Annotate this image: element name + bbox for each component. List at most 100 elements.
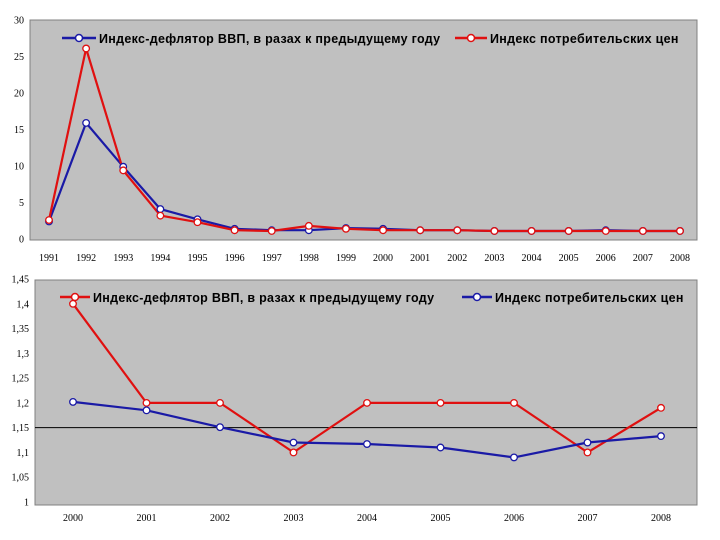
data-point-series-2 [490,227,499,235]
data-point-series-2 [304,221,313,230]
data-point-series-2 [363,440,371,448]
x-tick-label: 2008 [651,513,671,524]
x-axis-top: 1991 1992 1993 1994 1995 1996 1997 1998 1999 2000… [39,253,690,264]
x-tick-label: 1995 [187,253,207,264]
x-tick-label: 2004 [357,513,377,524]
data-point-series-2 [564,227,573,235]
x-tick-label: 2008 [670,253,690,264]
x-tick-label: 2001 [410,253,430,264]
data-point-series-1 [156,205,165,214]
y-tick-label: 0 [19,235,24,246]
data-point-series-2 [82,44,91,53]
x-tick-label: 1998 [299,253,319,264]
legend-top: Индекс-дефлятор ВВП, в разах к предыдуще… [62,32,679,46]
y-tick-label: 10 [14,162,24,173]
data-point-series-2 [601,227,610,235]
legend-item-bottom-2: Индекс потребительских цен [462,291,684,305]
y-tick-label: 1,45 [12,275,30,286]
x-tick-label: 2006 [504,513,524,524]
series-group-bottom [69,299,665,462]
data-point-series-1 [583,448,592,457]
x-tick-label: 1999 [336,253,356,264]
data-point-series-2 [676,227,684,235]
data-point-series-1 [363,398,371,407]
legend-item-bottom-1: Индекс-дефлятор ВВП, в разах к предыдуще… [60,291,434,305]
x-tick-label: 1994 [150,253,170,264]
data-point-series-2 [230,226,239,235]
data-point-series-2 [416,226,425,235]
data-point-series-2 [638,227,647,235]
x-tick-label: 2000 [373,253,393,264]
data-point-series-1 [657,403,665,412]
data-point-series-1 [216,398,224,407]
data-point-series-2 [216,423,224,432]
legend-label-bottom-2: Индекс потребительских цен [495,291,684,305]
y-tick-label: 15 [14,125,24,136]
legend-item-top-2: Индекс потребительских цен [455,32,679,46]
legend-label-top-2: Индекс потребительских цен [490,32,679,46]
y-tick-label: 1 [24,498,29,509]
x-tick-label: 2007 [578,513,598,524]
data-point-series-1 [69,299,77,308]
data-point-series-2 [45,216,53,224]
data-point-series-1 [142,398,151,407]
y-tick-label: 1,2 [17,398,30,409]
data-point-series-2 [267,227,276,235]
y-tick-label: 30 [14,16,24,27]
data-point-series-2 [341,224,350,233]
x-tick-label: 1996 [225,253,245,264]
y-tick-label: 1,4 [17,299,30,310]
data-point-series-1 [436,398,445,407]
y-tick-label: 20 [14,89,24,100]
x-axis-bottom: 2000 2001 2002 2003 2004 2005 2006 2007 2008 [63,513,671,524]
plot-area-top [29,19,698,241]
legend-label-bottom-1: Индекс-дефлятор ВВП, в разах к предыдуще… [93,291,434,305]
y-tick-label: 1,3 [17,349,30,360]
series-line-2 [47,47,680,233]
data-point-series-2 [657,432,665,441]
y-tick-label: 25 [14,52,24,63]
y-tick-label: 1,05 [12,473,30,484]
data-point-series-2 [156,211,165,220]
plot-area-bottom [34,279,698,506]
x-tick-label: 2001 [137,513,157,524]
data-point-series-2 [119,166,128,175]
x-tick-label: 1997 [262,253,282,264]
data-point-series-2 [527,227,536,235]
y-tick-label: 1,1 [17,448,30,459]
data-point-series-2 [69,397,77,406]
data-point-series-2 [583,438,592,447]
data-point-series-2 [379,226,388,235]
data-point-series-2 [193,218,202,227]
x-tick-label: 2003 [484,253,504,264]
x-tick-label: 2007 [633,253,653,264]
data-point-series-2 [510,453,518,462]
legend-marker-bottom-2 [472,292,482,302]
data-point-series-2 [453,226,462,235]
series-group-top [45,44,684,235]
x-tick-label: 2006 [596,253,616,264]
y-tick-label: 1,25 [12,374,30,385]
data-point-series-1 [289,448,298,457]
x-tick-label: 1992 [76,253,96,264]
legend-marker-top-1 [74,33,84,43]
chart-bottom: 11,051,11,151,21,251,31,351,41,45 2000 20… [12,275,698,524]
x-tick-label: 2002 [447,253,467,264]
x-tick-label: 2003 [284,513,304,524]
y-tick-label: 1,35 [12,324,30,335]
legend-label-top-1: Индекс-дефлятор ВВП, в разах к предыдуще… [99,32,440,46]
data-point-series-2 [289,438,298,447]
data-point-series-2 [436,443,445,452]
x-tick-label: 1991 [39,253,59,264]
y-tick-label: 5 [19,198,24,209]
x-tick-label: 2004 [522,253,542,264]
x-tick-label: 2002 [210,513,230,524]
y-tick-label: 1,15 [12,423,30,434]
legend-item-top-1: Индекс-дефлятор ВВП, в разах к предыдуще… [62,32,440,46]
legend-marker-bottom-1 [70,292,80,302]
x-tick-label: 2005 [559,253,579,264]
legend-marker-top-2 [466,33,476,43]
data-point-series-2 [142,406,151,415]
